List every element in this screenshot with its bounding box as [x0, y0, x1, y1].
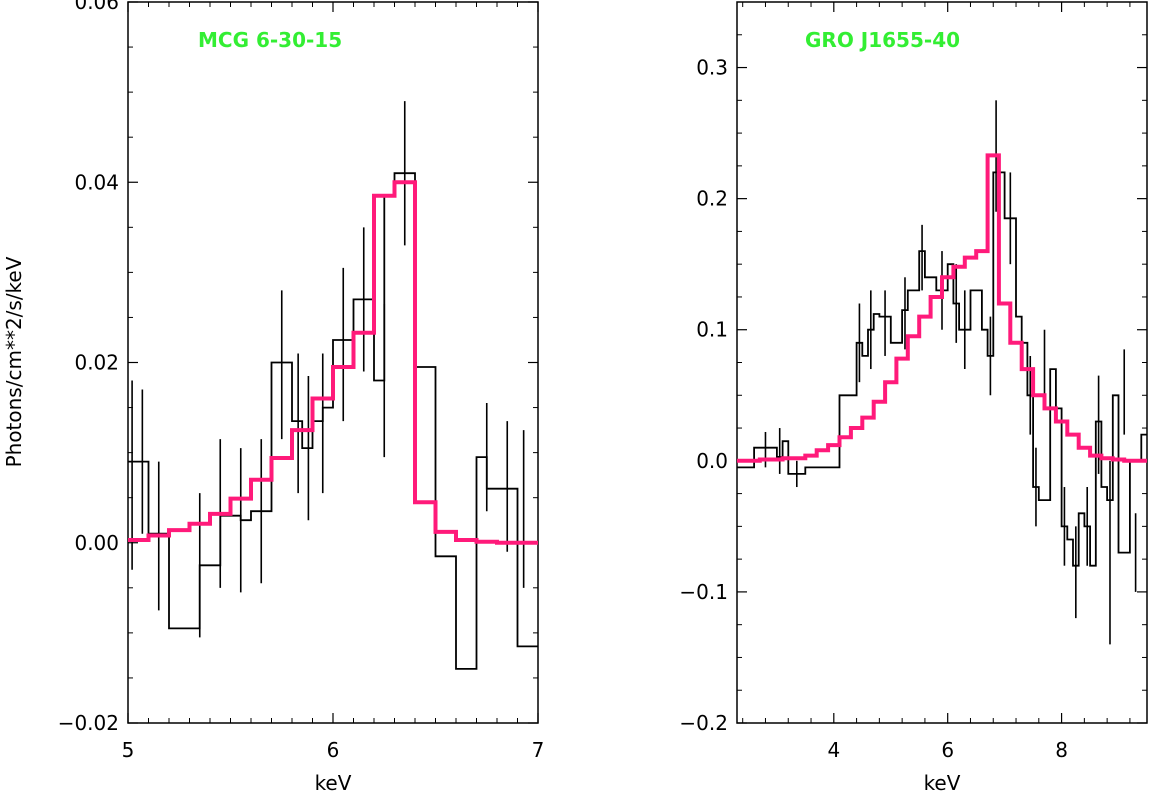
mcg-panel: MCG 6-30-15 keV 5 6 7 −0.02 0.00 0.02 0.04 0.06	[58, 0, 545, 794]
mcg-y-tick-label: 0.06	[74, 0, 119, 14]
gro-panel: GRO J1655-40 keV 4 6 8 −0.2 −0.1 0.0 0.1 0.2 0.3	[679, 1, 1148, 794]
mcg-model-step-line	[128, 180, 538, 545]
gro-x-tick-label: 6	[941, 738, 954, 762]
gro-y-tick-label: 0.1	[696, 318, 728, 342]
gro-y-tick-label: 0.3	[696, 56, 728, 80]
mcg-panel-title: MCG 6-30-15	[198, 28, 342, 52]
mcg-data-step-line	[128, 172, 538, 670]
mcg-y-tick-label: −0.02	[58, 711, 119, 735]
gro-y-tick-label: −0.2	[679, 711, 728, 735]
mcg-x-tick-label: 6	[327, 738, 340, 762]
mcg-y-tick-label: 0.00	[74, 531, 119, 555]
gro-y-tick-label: 0.0	[696, 449, 728, 473]
mcg-x-tick-label: 5	[122, 738, 135, 762]
gro-x-tick-label: 4	[827, 738, 840, 762]
mcg-series-group	[128, 101, 538, 670]
gro-plot-frame	[736, 1, 1148, 724]
gro-series-group	[737, 100, 1147, 645]
y-axis-title: Photons/cm**2/s/keV	[2, 256, 26, 467]
gro-model-step-line	[737, 153, 1147, 463]
gro-y-tick-label: 0.2	[696, 187, 728, 211]
gro-panel-title: GRO J1655-40	[805, 28, 960, 52]
gro-x-axis-title: keV	[924, 771, 961, 794]
gro-x-tick-label: 8	[1055, 738, 1068, 762]
gro-y-tick-label: −0.1	[679, 580, 728, 604]
mcg-y-tick-label: 0.02	[74, 351, 119, 375]
gro-data-step-line	[737, 171, 1147, 567]
mcg-x-axis-title: keV	[315, 771, 352, 794]
mcg-y-tick-label: 0.04	[74, 170, 119, 194]
mcg-x-tick-label: 7	[532, 738, 545, 762]
